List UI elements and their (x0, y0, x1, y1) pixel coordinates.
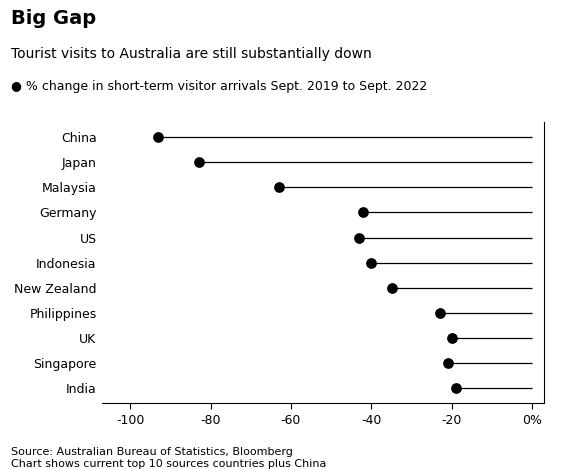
Point (359, 209, 368, 216)
Point (355, 234, 364, 241)
Point (154, 133, 163, 141)
Point (194, 159, 203, 166)
Point (367, 259, 376, 266)
Text: Source: Australian Bureau of Statistics, Bloomberg
Chart shows current top 10 so: Source: Australian Bureau of Statistics,… (11, 447, 327, 469)
Point (387, 284, 396, 292)
Text: ● % change in short-term visitor arrivals Sept. 2019 to Sept. 2022: ● % change in short-term visitor arrival… (11, 80, 428, 93)
Point (443, 359, 452, 367)
Point (447, 334, 456, 342)
Point (274, 183, 284, 191)
Text: Tourist visits to Australia are still substantially down: Tourist visits to Australia are still su… (11, 47, 372, 61)
Point (435, 309, 445, 317)
Text: Big Gap: Big Gap (11, 9, 96, 29)
Point (451, 385, 460, 392)
